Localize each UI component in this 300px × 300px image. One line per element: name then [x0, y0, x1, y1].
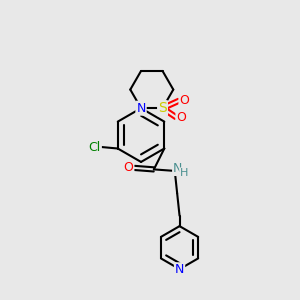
Text: N: N	[175, 263, 184, 276]
Text: H: H	[180, 168, 188, 178]
Text: O: O	[179, 94, 189, 107]
Text: Cl: Cl	[88, 140, 101, 154]
Text: S: S	[158, 101, 167, 115]
Text: O: O	[124, 161, 134, 174]
Text: N: N	[136, 102, 146, 115]
Text: O: O	[176, 111, 186, 124]
Text: N: N	[173, 162, 182, 175]
